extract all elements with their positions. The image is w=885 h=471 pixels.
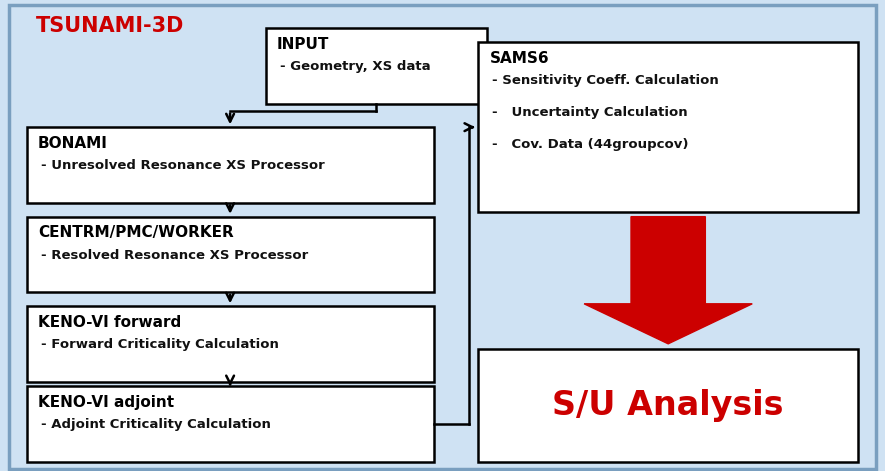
FancyBboxPatch shape [27, 217, 434, 292]
Text: -   Uncertainty Calculation: - Uncertainty Calculation [492, 106, 688, 120]
Text: KENO-VI forward: KENO-VI forward [38, 315, 181, 330]
FancyBboxPatch shape [9, 5, 876, 469]
Text: - Adjoint Criticality Calculation: - Adjoint Criticality Calculation [41, 418, 271, 431]
FancyBboxPatch shape [266, 28, 487, 104]
Polygon shape [584, 217, 752, 344]
Text: - Forward Criticality Calculation: - Forward Criticality Calculation [41, 338, 279, 351]
Text: SAMS6: SAMS6 [489, 51, 549, 66]
FancyBboxPatch shape [27, 386, 434, 462]
Text: S/U Analysis: S/U Analysis [552, 389, 784, 422]
FancyBboxPatch shape [478, 349, 858, 462]
Text: - Geometry, XS data: - Geometry, XS data [280, 60, 430, 73]
Text: TSUNAMI-3D: TSUNAMI-3D [35, 16, 184, 36]
FancyBboxPatch shape [27, 306, 434, 382]
Text: CENTRM/PMC/WORKER: CENTRM/PMC/WORKER [38, 225, 234, 240]
Text: INPUT: INPUT [277, 37, 329, 52]
Text: BONAMI: BONAMI [38, 136, 108, 151]
Text: - Sensitivity Coeff. Calculation: - Sensitivity Coeff. Calculation [492, 74, 719, 88]
Text: - Unresolved Resonance XS Processor: - Unresolved Resonance XS Processor [41, 159, 325, 172]
Text: - Resolved Resonance XS Processor: - Resolved Resonance XS Processor [41, 249, 308, 262]
FancyBboxPatch shape [478, 42, 858, 212]
Text: -   Cov. Data (44groupcov): - Cov. Data (44groupcov) [492, 138, 689, 152]
Text: KENO-VI adjoint: KENO-VI adjoint [38, 395, 174, 410]
FancyBboxPatch shape [27, 127, 434, 203]
